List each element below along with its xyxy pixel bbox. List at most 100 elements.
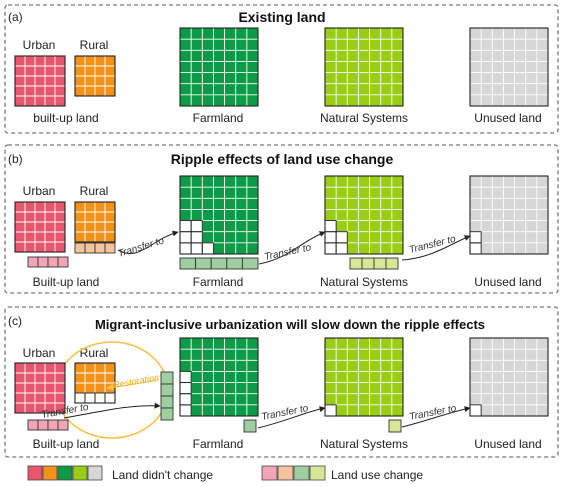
change-cell: [27, 419, 39, 431]
panel-a-farmland-grid: [179, 27, 259, 107]
panel-c-restoration-label: Restoration: [113, 372, 160, 390]
panel-b-arrow-1-label: Transfer to: [117, 235, 166, 260]
panel-c-urban-change-strip: [27, 419, 69, 431]
grid-border: [469, 175, 549, 255]
panel-c-unused-label: Unused land: [474, 437, 541, 451]
grid-cell-converted: [180, 231, 192, 243]
legend-swatch: [42, 465, 58, 481]
panel-c-farmland-change-cell: [243, 419, 257, 433]
panel-a-urban-grid: [14, 55, 66, 107]
change-cell: [37, 419, 49, 431]
panel-b-natural-change-strip: [349, 257, 399, 270]
grid-cell-converted: [470, 404, 482, 416]
grid-border: [179, 175, 259, 255]
panel-c-unused-grid: [469, 337, 549, 417]
grid-fill: [470, 28, 548, 106]
change-cell: [226, 257, 243, 270]
panel-c-restoration-arrow: [106, 379, 159, 391]
legend-swatch: [27, 465, 43, 481]
change-cell: [373, 257, 387, 270]
change-cell: [74, 242, 86, 254]
grid-cell-converted: [85, 393, 95, 403]
grid-border: [14, 362, 66, 414]
panel-b-arrow-3-label: Transfer to: [408, 234, 457, 256]
grid-cell-outline: [179, 404, 192, 417]
panel-c-natural-change-cell: [388, 419, 402, 433]
panel-b-farmland-grid: [179, 175, 259, 255]
grid-border: [14, 201, 66, 253]
change-cell: [388, 419, 402, 433]
change-cell: [37, 256, 49, 268]
panel-c: (c) Migrant-inclusive urbanization will …: [4, 306, 559, 458]
panel-a-builtup-label: built-up land: [33, 111, 98, 125]
legend-swatch: [293, 465, 310, 481]
panel-c-border: [4, 306, 559, 458]
grid-cell-converted: [325, 231, 337, 243]
panel-b-builtup-label: Built-up land: [33, 275, 100, 289]
grid-cell-converted: [325, 404, 337, 416]
grid-cell-converted: [180, 371, 192, 383]
panel-a-rural-grid: [74, 55, 116, 97]
grid-fill: [15, 363, 65, 413]
change-cell: [160, 407, 174, 421]
grid-cell-converted: [191, 242, 203, 254]
panel-c-arrow-3-label: Transfer to: [408, 403, 457, 423]
grid-cell-converted: [336, 242, 348, 254]
panel-c-rural-label: Rural: [80, 346, 109, 360]
grid-border: [324, 175, 404, 255]
grid-cell-converted: [191, 220, 203, 232]
legend-unchanged-label: Land didn't change: [112, 468, 213, 482]
change-cell: [160, 395, 174, 409]
grid-cell-converted: [180, 220, 192, 232]
legend-changed-swatches: [261, 465, 326, 481]
panel-b: (b) Ripple effects of land use change Ur…: [4, 144, 559, 294]
grid-cell-converted: [180, 404, 192, 416]
grid-cell-converted: [75, 393, 85, 403]
change-cell: [84, 242, 96, 254]
legend-unchanged-swatches: [27, 465, 103, 481]
grid-border: [469, 337, 549, 417]
grid-border: [74, 55, 116, 97]
panel-b-farmland-change-strip: [179, 257, 259, 270]
change-cell: [241, 257, 259, 270]
change-cell: [160, 383, 174, 397]
panel-b-unused-label: Unused land: [474, 275, 541, 289]
panel-c-farmland-grid: [179, 337, 259, 417]
grid-cell-converted: [95, 393, 105, 403]
grid-cell-converted: [470, 242, 482, 254]
grid-fill: [325, 28, 403, 106]
change-cell: [385, 257, 399, 270]
change-cell: [179, 257, 197, 270]
panel-b-rural-grid: [74, 201, 116, 243]
legend-swatch: [87, 465, 103, 481]
grid-cell-converted: [191, 231, 203, 243]
panel-c-farmland-label: Farmland: [193, 437, 244, 451]
grid-border: [14, 55, 66, 107]
panel-c-title: Migrant-inclusive urbanization will slow…: [95, 317, 485, 332]
grid-border: [179, 27, 259, 107]
panel-c-urban-label: Urban: [23, 346, 56, 360]
panel-a-unused-label: Unused land: [474, 111, 541, 125]
change-cell: [57, 419, 69, 431]
panel-a-rural-label: Rural: [80, 38, 109, 52]
panel-a-natural-grid: [324, 27, 404, 107]
grid-cell-outline: [469, 242, 482, 255]
panel-b-natural-grid: [324, 175, 404, 255]
legend-swatch: [261, 465, 278, 481]
grid-border: [324, 337, 404, 417]
panel-a-farmland-label: Farmland: [193, 111, 244, 125]
change-cell: [349, 257, 363, 270]
panel-b-unused-grid: [469, 175, 549, 255]
change-cell: [160, 371, 174, 385]
panel-b-arrow-2: [258, 231, 326, 265]
change-cell: [57, 256, 69, 268]
panel-c-natural-grid: [324, 337, 404, 417]
change-cell: [104, 242, 116, 254]
grid-cell-converted: [470, 231, 482, 243]
change-cell: [210, 257, 228, 270]
grid-border: [469, 27, 549, 107]
panel-c-rural-grid: [74, 362, 116, 404]
grid-fill: [180, 338, 258, 416]
grid-cell-converted: [105, 393, 115, 403]
